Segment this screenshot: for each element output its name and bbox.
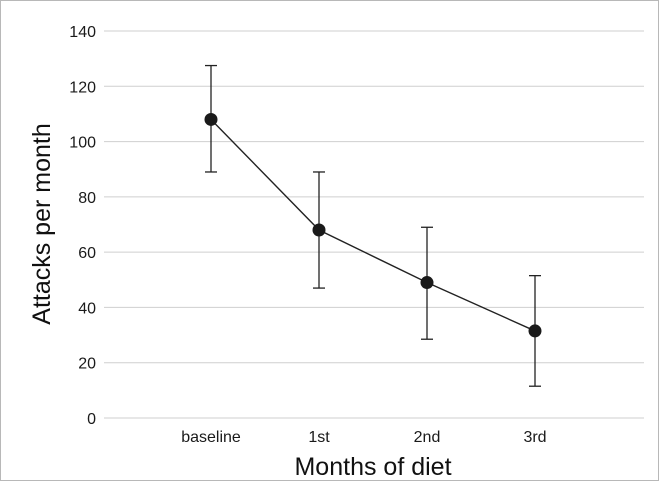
data-point-3: [528, 324, 542, 338]
data-point-1: [312, 223, 326, 237]
y-tick-label-100: 100: [69, 135, 96, 152]
series-line-group: [210, 118, 536, 332]
error-bars: [205, 64, 541, 387]
x-tick-labels: baseline 1st 2nd 3rd: [181, 429, 546, 446]
data-point-2: [420, 276, 434, 290]
y-tick-label-120: 120: [69, 79, 96, 96]
y-tick-label-0: 0: [87, 411, 96, 428]
series-line: [210, 118, 536, 332]
gridlines: [104, 30, 644, 419]
x-axis-title: Months of diet: [294, 453, 451, 481]
x-tick-label-1: 1st: [308, 429, 330, 446]
x-tick-label-3: 3rd: [523, 429, 546, 446]
x-tick-label-0: baseline: [181, 429, 241, 446]
y-tick-labels: 0 20 40 60 80 100 120 140: [69, 24, 96, 428]
y-tick-label-80: 80: [78, 190, 96, 207]
y-tick-label-60: 60: [78, 245, 96, 262]
y-tick-label-20: 20: [78, 356, 96, 373]
y-tick-label-40: 40: [78, 300, 96, 317]
data-point-0: [204, 112, 218, 126]
y-axis-title: Attacks per month: [28, 123, 56, 324]
x-tick-label-2: 2nd: [414, 429, 441, 446]
y-tick-label-140: 140: [69, 24, 96, 41]
data-points: [204, 112, 542, 338]
